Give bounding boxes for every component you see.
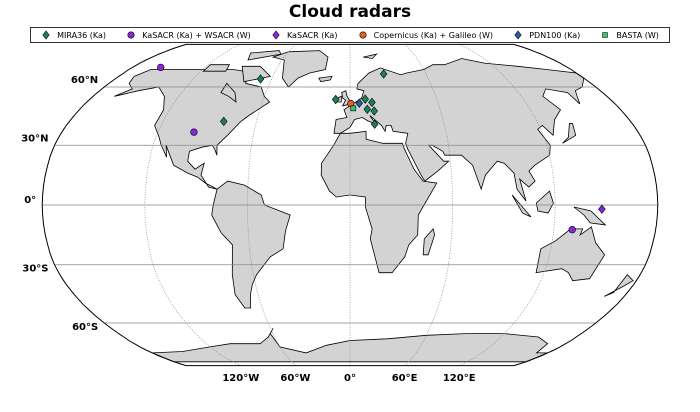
site-marker bbox=[256, 74, 265, 84]
lat-label: 30°S bbox=[22, 264, 48, 275]
legend-marker-icon bbox=[602, 32, 609, 38]
legend-item: PDN100 (Ka) bbox=[513, 30, 580, 40]
legend-item: KaSACR (Ka) + WSACR (W) bbox=[126, 30, 251, 40]
site-marker bbox=[355, 98, 363, 108]
site-marker bbox=[379, 69, 388, 79]
site-marker bbox=[598, 204, 606, 214]
landmass bbox=[211, 180, 291, 309]
legend-marker-icon bbox=[359, 31, 367, 39]
legend-marker bbox=[42, 30, 50, 40]
site-marker bbox=[350, 105, 357, 112]
legend-marker-icon bbox=[127, 31, 135, 39]
legend: MIRA36 (Ka) KaSACR (Ka) + WSACR (W) KaSACR… bbox=[30, 27, 670, 43]
landmass bbox=[202, 64, 231, 72]
lon-label: 60°E bbox=[392, 373, 418, 384]
lon-label: 120°E bbox=[443, 373, 476, 384]
legend-label: PDN100 (Ka) bbox=[529, 30, 581, 40]
site-marker bbox=[220, 116, 228, 127]
landmass bbox=[604, 274, 634, 297]
lat-label: 30°N bbox=[21, 133, 48, 144]
legend-marker bbox=[514, 30, 522, 40]
landmass bbox=[363, 53, 378, 59]
legend-item: KaSACR (Ka) bbox=[271, 30, 338, 40]
legend-marker-icon bbox=[42, 30, 50, 40]
site-marker bbox=[157, 63, 165, 72]
lat-label: 60°N bbox=[71, 75, 98, 86]
map-border bbox=[41, 43, 659, 367]
legend-item: MIRA36 (Ka) bbox=[41, 30, 106, 40]
legend-marker-icon bbox=[514, 30, 522, 40]
map-title: Cloud radars bbox=[288, 2, 412, 22]
lon-label: 120°W bbox=[222, 373, 259, 384]
site-marker bbox=[568, 226, 576, 234]
landmass bbox=[320, 130, 438, 274]
lat-label: 60°S bbox=[72, 322, 98, 333]
site-marker bbox=[331, 94, 340, 105]
landmass bbox=[271, 50, 329, 88]
landmass bbox=[562, 123, 577, 144]
site-marker bbox=[190, 128, 198, 136]
landmass bbox=[573, 206, 607, 226]
site-marker bbox=[370, 106, 378, 116]
landmass bbox=[422, 228, 436, 256]
legend-marker-icon bbox=[272, 30, 280, 40]
legend-item: BASTA (W) bbox=[600, 30, 659, 40]
legend-label: Copernicus (Ka) + Galileo (W) bbox=[373, 30, 494, 40]
legend-marker bbox=[359, 31, 367, 39]
landmass bbox=[333, 58, 585, 202]
site-marker bbox=[363, 104, 372, 114]
meridian-line bbox=[144, 44, 241, 366]
legend-label: MIRA36 (Ka) bbox=[57, 30, 107, 40]
legend-marker bbox=[602, 32, 609, 38]
lat-label: 0° bbox=[24, 195, 36, 206]
site-marker bbox=[361, 94, 369, 104]
site-marker bbox=[368, 97, 376, 108]
legend-marker bbox=[127, 31, 135, 39]
lon-label: 0° bbox=[344, 373, 356, 384]
landmass bbox=[220, 82, 237, 103]
landmass bbox=[247, 50, 282, 61]
landmass bbox=[318, 75, 333, 83]
site-marker bbox=[370, 119, 379, 129]
landmass bbox=[511, 194, 532, 218]
landmass bbox=[535, 190, 554, 214]
lon-label: 60°W bbox=[280, 373, 310, 384]
legend-label: KaSACR (Ka) bbox=[286, 30, 338, 40]
legend-item: Copernicus (Ka) + Galileo (W) bbox=[358, 30, 493, 40]
legend-label: BASTA (W) bbox=[616, 30, 659, 40]
meridian-line bbox=[459, 44, 556, 366]
legend-label: KaSACR (Ka) + WSACR (W) bbox=[142, 30, 251, 40]
legend-marker bbox=[272, 30, 280, 40]
